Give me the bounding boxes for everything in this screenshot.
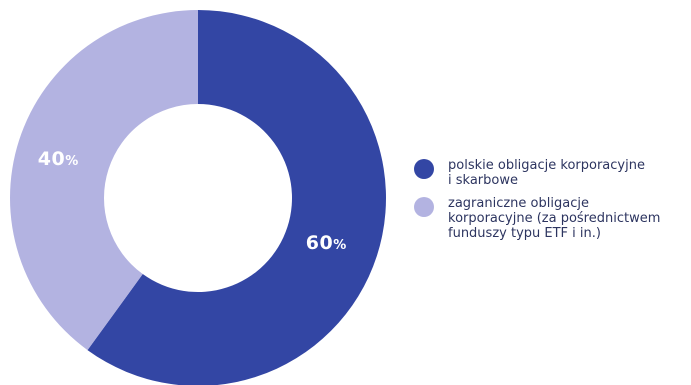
legend-label-polish-bonds: polskie obligacje korporacyjne i skarbow…: [448, 158, 645, 188]
slice-foreign-bonds: [10, 10, 198, 351]
legend-item-polish-bonds: polskie obligacje korporacyjne i skarbow…: [414, 158, 686, 188]
slice-polish-bonds: [87, 10, 386, 385]
slice-label-foreign-bonds: 40%: [37, 148, 79, 170]
legend-swatch-polish-bonds: [414, 159, 434, 179]
legend-item-foreign-bonds: zagraniczne obligacje korporacyjne (za p…: [414, 196, 686, 241]
legend-label-foreign-bonds: zagraniczne obligacje korporacyjne (za p…: [448, 196, 661, 241]
legend-swatch-foreign-bonds: [414, 197, 434, 217]
legend: polskie obligacje korporacyjne i skarbow…: [414, 158, 686, 249]
slice-label-polish-bonds: 60%: [305, 232, 347, 254]
